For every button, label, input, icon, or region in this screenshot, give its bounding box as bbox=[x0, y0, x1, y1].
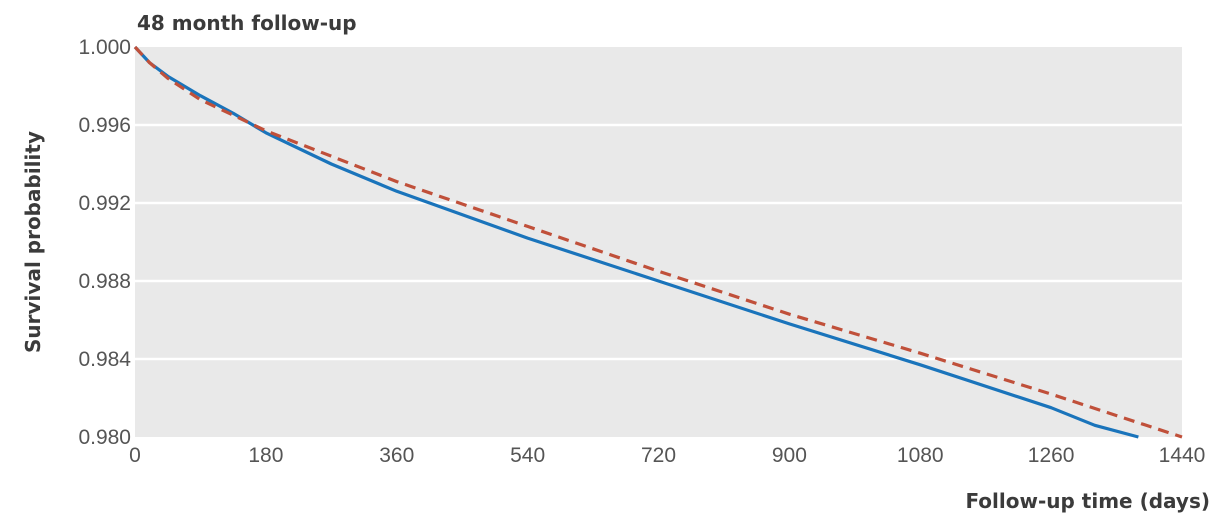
x-axis-ticks: 0 180 360 540 720 900 1080 1260 1440 bbox=[129, 444, 1205, 467]
y-tick-label: 0.988 bbox=[78, 270, 131, 293]
plot-area bbox=[135, 47, 1182, 437]
y-tick-label: 0.996 bbox=[78, 114, 131, 137]
x-tick-label: 1260 bbox=[1028, 444, 1075, 467]
x-tick-label: 1080 bbox=[897, 444, 944, 467]
y-axis-ticks: 1.000 0.996 0.992 0.988 0.984 0.980 bbox=[78, 36, 131, 449]
x-tick-label: 1440 bbox=[1159, 444, 1206, 467]
x-tick-label: 0 bbox=[129, 444, 141, 467]
y-tick-label: 0.984 bbox=[78, 348, 131, 371]
x-tick-label: 900 bbox=[772, 444, 807, 467]
x-tick-label: 360 bbox=[379, 444, 414, 467]
y-tick-label: 1.000 bbox=[78, 36, 131, 59]
y-axis-label: Survival probability bbox=[21, 131, 45, 353]
y-tick-label: 0.980 bbox=[78, 426, 131, 449]
x-tick-label: 540 bbox=[510, 444, 545, 467]
x-tick-label: 720 bbox=[641, 444, 676, 467]
x-tick-label: 180 bbox=[248, 444, 283, 467]
y-tick-label: 0.992 bbox=[78, 192, 131, 215]
series-line-2 bbox=[133, 45, 1183, 439]
series-line-1 bbox=[133, 45, 1139, 439]
x-axis-label: Follow-up time (days) bbox=[965, 489, 1210, 513]
series-layer bbox=[133, 45, 1183, 439]
chart-title: 48 month follow-up bbox=[137, 11, 357, 35]
